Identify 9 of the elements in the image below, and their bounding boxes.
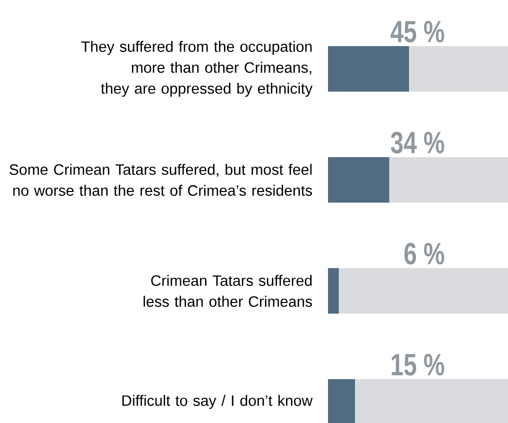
y-tick-label: They suffered from the occupation more than other Crimeans, they are oppressed by ethnicity — [81, 40, 313, 97]
data-label: 6 % — [404, 242, 444, 265]
data-label: 45 % — [390, 20, 444, 42]
data-label: 15 % — [392, 354, 444, 376]
bar — [328, 268, 339, 314]
y-tick-label: Crimean Tatars suffered less than other Crimeans — [144, 274, 312, 307]
data-label: 34 % — [390, 132, 444, 154]
y-tick-label: Difficult to say / I don’t know — [122, 394, 313, 409]
y-tick-label: Some Crimean Tatars suffered, but most feel no worse than the rest of Crimea’s residents — [10, 164, 312, 196]
